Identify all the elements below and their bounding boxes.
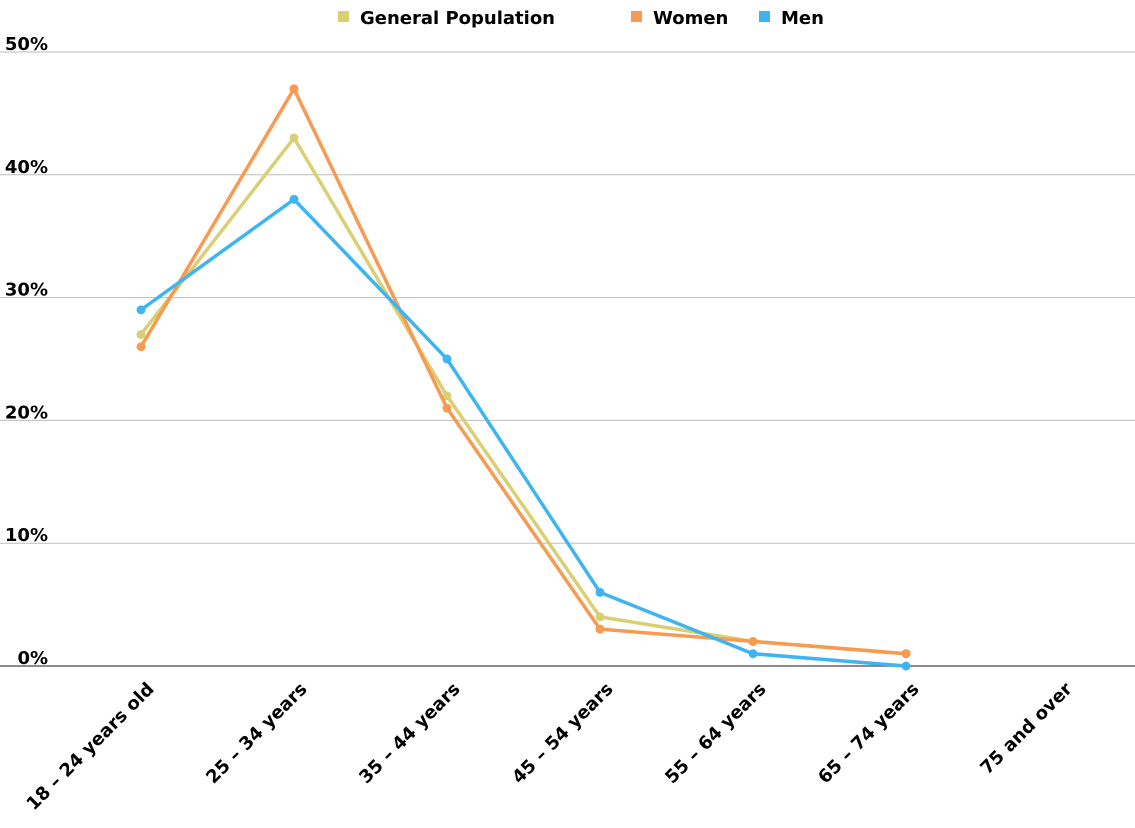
data-point	[289, 133, 299, 143]
x-tick-label: 75 and over	[976, 679, 1076, 779]
x-tick-label: 45 – 54 years	[508, 679, 617, 788]
y-tick-label: 40%	[5, 157, 48, 178]
x-axis: 18 – 24 years old 25 – 34 years 35 – 44 ye…	[23, 679, 1077, 815]
data-point	[136, 342, 146, 352]
data-point	[901, 661, 911, 671]
x-tick-label: 55 – 64 years	[661, 679, 770, 788]
gridlines	[0, 51, 1135, 667]
x-tick-label: 18 – 24 years old	[23, 679, 159, 815]
data-point	[289, 84, 299, 94]
x-tick-label: 25 – 34 years	[202, 679, 311, 788]
legend-swatch	[759, 11, 770, 22]
data-point	[442, 403, 452, 413]
legend: General Population Women Men	[338, 8, 824, 29]
legend-label: Women	[653, 8, 728, 29]
data-point	[442, 354, 452, 364]
y-tick-label: 20%	[5, 402, 48, 423]
y-tick-label: 30%	[5, 280, 48, 301]
data-point	[595, 624, 605, 634]
series-line	[139, 136, 908, 656]
data-point	[136, 305, 146, 315]
data-point	[595, 587, 605, 597]
x-tick-label: 35 – 44 years	[355, 679, 464, 788]
series-lines	[136, 84, 911, 671]
data-point	[748, 649, 758, 659]
data-point	[901, 649, 911, 659]
data-point	[748, 636, 758, 646]
legend-swatch	[338, 11, 349, 22]
y-tick-label: 0%	[17, 648, 48, 669]
y-axis: 0% 10% 20% 30% 40% 50%	[5, 34, 48, 669]
data-point	[442, 391, 452, 401]
legend-swatch	[631, 11, 642, 22]
series-line	[139, 197, 908, 668]
y-tick-label: 10%	[5, 525, 48, 546]
series-line	[139, 87, 908, 656]
data-point	[136, 329, 146, 339]
x-tick-label: 65 – 74 years	[814, 679, 923, 788]
legend-label: Men	[781, 8, 824, 29]
data-point	[595, 612, 605, 622]
data-point	[289, 194, 299, 204]
y-tick-label: 50%	[5, 34, 48, 55]
legend-label: General Population	[360, 8, 555, 29]
